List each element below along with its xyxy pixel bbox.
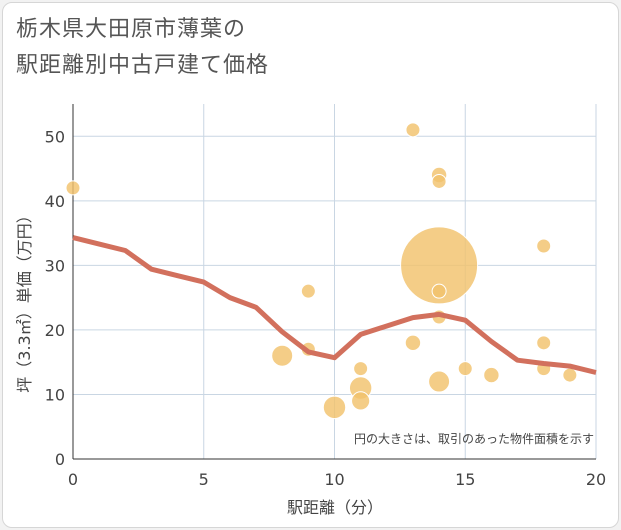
axes [72,104,596,460]
x-tick-label: 15 [455,470,475,489]
data-point [353,361,369,377]
x-tick-label: 20 [586,470,606,489]
x-axis-label: 駅距離（分） [287,498,383,517]
axis-labels: 0 5 10 15 20 0 10 20 30 40 50 [45,127,607,489]
data-point [431,173,447,189]
data-point [400,226,479,305]
data-point [431,283,447,299]
x-tick-label: 0 [68,470,78,489]
data-point [536,335,552,351]
data-point [404,334,422,352]
y-tick-label: 40 [45,192,65,211]
chart-title-line-2: 駅距離別中古戸建て価格 [16,53,270,78]
data-point [271,344,294,367]
chart-title-line-1: 栃木県大田原市薄葉の [16,17,247,42]
data-point [351,391,371,411]
y-tick-label: 30 [45,256,65,275]
data-points [65,122,578,420]
data-point [536,238,552,254]
data-point [322,395,347,420]
y-tick-label: 0 [55,450,65,469]
y-tick-label: 10 [45,385,65,404]
data-point [483,366,500,384]
data-point [405,122,421,138]
data-point [300,283,316,299]
data-point [562,367,578,383]
x-tick-label: 5 [199,470,209,489]
data-point [65,180,81,196]
data-point [457,361,473,377]
trend-line-group [72,235,597,375]
data-point [428,370,451,393]
size-annotation: 円の大きさは、取引のあった物件面積を示す [354,431,594,446]
y-tick-label: 50 [45,127,65,146]
y-tick-label: 20 [45,321,65,340]
y-axis-label: 坪（3.3㎡）単価（万円） [15,207,34,392]
trend-line [72,235,597,375]
x-tick-label: 10 [324,470,344,489]
chart-title: 栃木県大田原市薄葉の 駅距離別中古戸建て価格 [16,12,416,84]
